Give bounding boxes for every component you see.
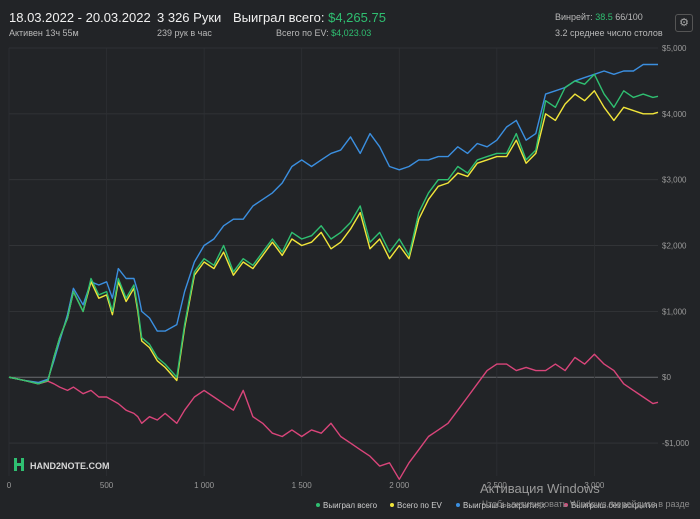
stats-header: 18.03.2022 - 20.03.2022 Активен 13ч 55м … <box>0 0 700 46</box>
x-tick-label: 3 000 <box>584 481 605 490</box>
legend-marker <box>564 503 568 507</box>
total-won-value: $4,265.75 <box>328 10 386 25</box>
series-line-3 <box>8 353 659 480</box>
hands-per-hour: 239 рук в час <box>157 28 212 38</box>
y-tick-label: $4,000 <box>662 110 687 119</box>
x-tick-label: 2 500 <box>487 481 508 490</box>
y-tick-label: $3,000 <box>662 176 687 185</box>
winrate-value: 38.5 <box>595 12 613 22</box>
chart-grid <box>8 47 658 476</box>
x-tick-label: 1 500 <box>292 481 313 490</box>
y-tick-label: $2,000 <box>662 242 687 251</box>
series-line-1 <box>8 90 659 385</box>
legend-marker <box>456 503 460 507</box>
y-tick-label: $5,000 <box>662 44 687 53</box>
chart-axes: $5,000 $4,000 $3,000 $2,000 $1,000 $0 -$1,000 0… <box>7 44 690 490</box>
x-tick-label: 0 <box>7 481 12 490</box>
winrate-label: Винрейт: <box>555 12 593 22</box>
active-time: Активен 13ч 55м <box>9 28 79 38</box>
y-tick-label: $0 <box>662 373 671 382</box>
total-won: Выиграл всего: $4,265.75 <box>233 10 386 25</box>
hands-count: 3 326 Руки <box>157 10 222 25</box>
hand2note-logo: HAND2NOTE.COM <box>14 458 110 471</box>
windows-activation-hint: Чтобы активировать Windows, перейдите в … <box>482 499 690 509</box>
windows-activation-title: Активация Windows <box>480 481 600 496</box>
total-won-label: Выиграл всего: <box>233 10 325 25</box>
x-tick-label: 2 000 <box>389 481 410 490</box>
avg-tables: 3.2 среднее число столов <box>555 28 663 38</box>
legend-marker <box>316 503 320 507</box>
y-tick-label: -$1,000 <box>662 439 690 448</box>
total-ev: Всего по EV: $4,023.03 <box>276 28 371 38</box>
legend-item[interactable]: Выигрыш без вскрытия <box>571 501 657 510</box>
series-line-0 <box>8 73 659 385</box>
chart-legend: Выиграл всего Всего по EV Выигрыш в вскрыт… <box>316 501 657 510</box>
legend-marker <box>390 503 394 507</box>
gear-icon[interactable]: ⚙ <box>675 14 693 32</box>
legend-item[interactable]: Выигрыш в вскрытиях <box>463 501 545 510</box>
legend-item[interactable]: Всего по EV <box>397 501 443 510</box>
chart-series <box>8 63 659 480</box>
y-tick-label: $1,000 <box>662 307 687 316</box>
series-line-2 <box>8 63 658 384</box>
date-range[interactable]: 18.03.2022 - 20.03.2022 <box>9 10 151 25</box>
x-tick-label: 1 000 <box>194 481 215 490</box>
winrate-suffix: 66/100 <box>615 12 643 22</box>
x-tick-label: 500 <box>100 481 114 490</box>
total-ev-value: $4,023.03 <box>331 28 372 38</box>
total-ev-label: Всего по EV: <box>276 28 329 38</box>
logo-text: HAND2NOTE.COM <box>30 461 110 471</box>
winrate: Винрейт: 38.5 66/100 <box>555 12 643 22</box>
legend-item[interactable]: Выиграл всего <box>323 501 378 510</box>
